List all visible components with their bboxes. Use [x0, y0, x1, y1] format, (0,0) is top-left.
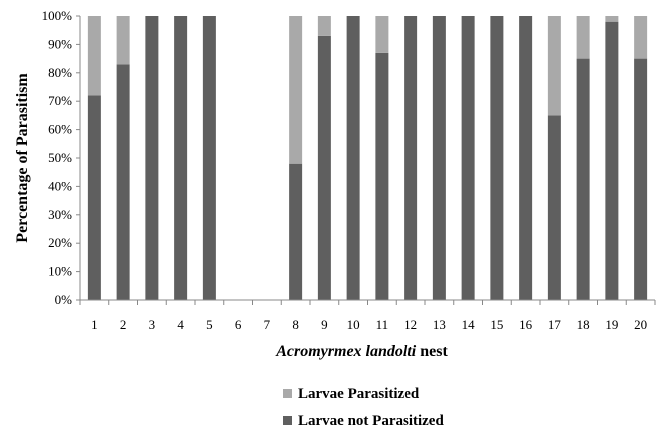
x-tick-label: 16 — [519, 317, 533, 332]
x-tick-label: 2 — [120, 317, 127, 332]
legend-label-parasitized: Larvae Parasitized — [298, 386, 420, 402]
legend-label-not-parasitized: Larvae not Parasitized — [298, 413, 444, 429]
bar-not-parasitized — [346, 16, 360, 300]
legend: Larvae Parasitized Larvae not Parasitize… — [283, 386, 444, 429]
bar-not-parasitized — [116, 64, 130, 300]
bar-parasitized — [375, 16, 389, 53]
y-tick-label: 30% — [48, 207, 72, 222]
bar-not-parasitized — [461, 16, 475, 300]
x-tick-label: 5 — [206, 317, 213, 332]
x-axis-title-rest: nest — [416, 343, 448, 360]
y-tick-label: 60% — [48, 122, 72, 137]
y-tick-label: 100% — [42, 8, 73, 23]
x-tick-label: 10 — [347, 317, 360, 332]
x-tick-label: 6 — [235, 317, 242, 332]
bars — [87, 16, 648, 301]
y-tick-label: 50% — [48, 150, 72, 165]
y-tick-label: 80% — [48, 65, 72, 80]
bar-parasitized — [317, 16, 331, 36]
legend-swatch-parasitized — [283, 389, 292, 398]
bar-not-parasitized — [605, 21, 619, 301]
x-tick-label: 14 — [462, 317, 476, 332]
bar-not-parasitized — [202, 16, 216, 300]
x-axis-title-italic: Acromyrmex landolti — [275, 343, 417, 360]
bar-not-parasitized — [634, 58, 648, 300]
bar-not-parasitized — [174, 16, 188, 300]
x-tick-label: 12 — [404, 317, 417, 332]
bar-not-parasitized — [87, 95, 101, 301]
x-tick-label: 18 — [577, 317, 590, 332]
y-tick-label: 70% — [48, 93, 72, 108]
y-tick-label: 40% — [48, 178, 72, 193]
x-tick-label: 1 — [91, 317, 98, 332]
bar-parasitized — [87, 16, 101, 96]
bar-not-parasitized — [404, 16, 418, 300]
bar-not-parasitized — [490, 16, 504, 300]
y-tick-label: 0% — [55, 292, 73, 307]
x-tick-label: 4 — [177, 317, 184, 332]
x-tick-labels: 1 2 3 4 5 6 7 8 9 10 11 12 13 14 15 16 17 18 19 20 — [91, 317, 647, 332]
y-tick-label: 90% — [48, 36, 72, 51]
y-axis-title: Percentage of Parasitism — [14, 73, 31, 243]
x-tick-label: 19 — [605, 317, 618, 332]
x-tick-label: 17 — [548, 317, 562, 332]
bar-not-parasitized — [432, 16, 446, 300]
y-tick-label: 20% — [48, 235, 72, 250]
bar-parasitized — [547, 16, 561, 116]
bar-parasitized — [576, 16, 590, 59]
bar-not-parasitized — [289, 163, 303, 300]
x-axis-title: Acromyrmex landolti nest — [275, 343, 448, 360]
x-tick-label: 20 — [634, 317, 647, 332]
bar-parasitized — [289, 16, 303, 164]
x-tick-label: 11 — [376, 317, 389, 332]
y-tick-labels: 0% 10% 20% 30% 40% 50% 60% 70% 80% 90% 100% — [42, 8, 80, 307]
x-tick-label: 15 — [490, 317, 503, 332]
x-tick-label: 8 — [292, 317, 299, 332]
bar-not-parasitized — [576, 58, 590, 300]
bar-parasitized — [634, 16, 648, 59]
x-tick-label: 13 — [433, 317, 446, 332]
bar-parasitized — [116, 16, 130, 65]
bar-not-parasitized — [547, 115, 561, 301]
x-tick-label: 7 — [264, 317, 271, 332]
y-tick-label: 10% — [48, 264, 72, 279]
legend-swatch-not-parasitized — [283, 416, 292, 425]
bar-parasitized — [605, 16, 619, 22]
x-tick-marks — [79, 300, 656, 305]
bar-not-parasitized — [145, 16, 159, 300]
bar-not-parasitized — [317, 35, 331, 300]
bar-not-parasitized — [375, 52, 389, 300]
x-tick-label: 3 — [149, 317, 156, 332]
x-tick-label: 9 — [321, 317, 328, 332]
bar-not-parasitized — [519, 16, 533, 300]
